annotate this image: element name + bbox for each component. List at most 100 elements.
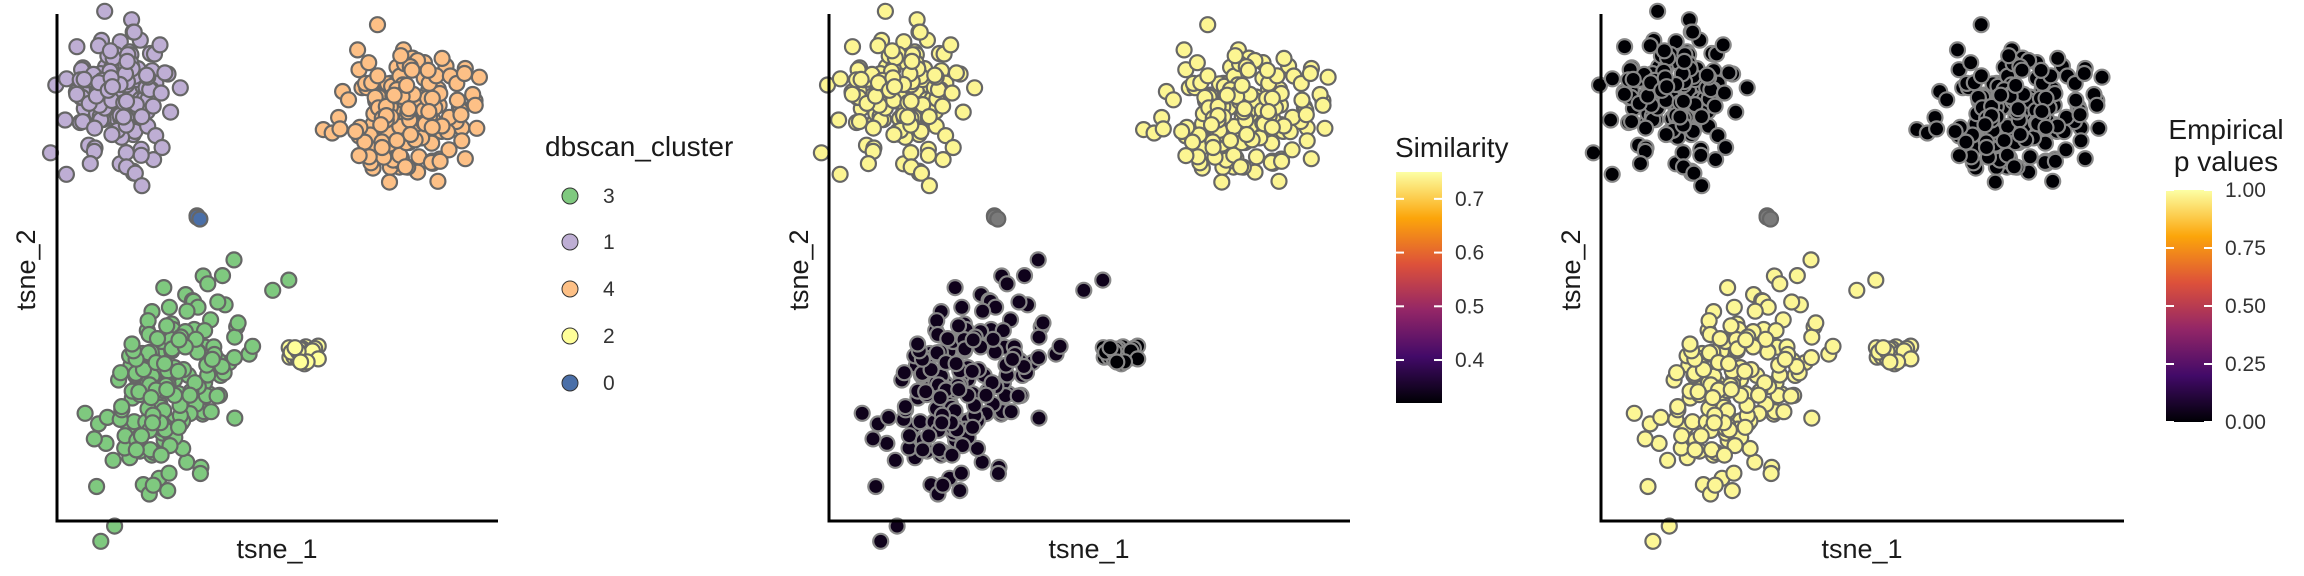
- data-point: [2076, 150, 2094, 168]
- data-point: [170, 418, 188, 436]
- data-point: [2000, 47, 2018, 65]
- data-point: [170, 331, 188, 349]
- data-point: [1692, 146, 1710, 164]
- data-point: [952, 464, 971, 482]
- data-point: [1164, 91, 1183, 109]
- data-point: [1231, 158, 1250, 176]
- data-point: [2088, 96, 2106, 114]
- data-point: [920, 177, 939, 195]
- data-point: [1108, 353, 1126, 371]
- data-point: [963, 362, 981, 380]
- data-point: [1957, 133, 1975, 151]
- data-point: [964, 331, 982, 349]
- data-point: [920, 427, 938, 445]
- data-point: [402, 125, 420, 144]
- data-point: [264, 281, 282, 299]
- data-point: [1173, 122, 1191, 141]
- data-point: [286, 339, 304, 357]
- data-point: [1272, 152, 1291, 170]
- data-point: [127, 441, 145, 459]
- data-point: [1698, 66, 1716, 84]
- data-point: [1218, 86, 1236, 104]
- data-point: [2009, 100, 2027, 118]
- data-point: [1213, 173, 1231, 191]
- data-point: [944, 138, 962, 157]
- data-point: [843, 85, 861, 103]
- data-point: [1938, 91, 1956, 109]
- data-point: [292, 353, 310, 371]
- data-point: [280, 271, 298, 289]
- data-point: [103, 78, 122, 96]
- data-point: [2033, 102, 2051, 121]
- data-point: [1683, 23, 1702, 41]
- data-point: [1601, 111, 1620, 129]
- legend-key: [561, 233, 579, 251]
- data-point: [114, 108, 133, 126]
- data-point: [885, 78, 904, 96]
- data-point: [1705, 414, 1723, 432]
- data-point: [160, 464, 178, 482]
- data-point: [911, 23, 929, 41]
- data-point: [1757, 330, 1775, 348]
- data-point: [900, 427, 919, 445]
- data-point: [76, 404, 94, 422]
- data-point: [153, 138, 171, 157]
- data-point: [1683, 413, 1702, 431]
- data-point: [400, 100, 418, 118]
- data-point: [2011, 125, 2029, 144]
- data-point: [1693, 177, 1711, 195]
- colorbar-ticks: 1.00 0.75 0.50 0.25 0.00: [2166, 179, 2266, 434]
- data-point: [1749, 386, 1768, 404]
- data-point: [104, 451, 122, 469]
- data-point: [132, 427, 151, 445]
- data-point: [1762, 464, 1780, 483]
- data-point: [1726, 437, 1744, 455]
- data-point: [1094, 271, 1112, 289]
- data-point: [156, 355, 174, 373]
- colorbar-title: Similarity: [1395, 132, 1509, 163]
- data-point: [1302, 150, 1320, 168]
- data-point: [859, 155, 878, 173]
- data-point: [117, 92, 136, 110]
- panel-similarity: tsne_1 tsne_2 Similarity 0.7 0.6 0.5 0.4: [784, 2, 1509, 564]
- data-point: [1648, 2, 1667, 20]
- data-point: [2071, 106, 2089, 124]
- data-point: [156, 64, 174, 82]
- data-point: [1715, 84, 1734, 102]
- data-point: [96, 2, 114, 20]
- data-point: [419, 61, 437, 80]
- data-point: [939, 330, 957, 348]
- data-point: [1101, 339, 1119, 357]
- data-point: [1711, 330, 1729, 348]
- data-point: [2032, 61, 2050, 80]
- data-point: [869, 37, 887, 55]
- data-point: [158, 317, 176, 335]
- data-point: [171, 79, 189, 97]
- data-point: [1927, 120, 1946, 138]
- data-point: [1714, 36, 1732, 54]
- data-point: [1736, 362, 1754, 380]
- data-point: [2037, 118, 2055, 137]
- data-point: [75, 70, 93, 89]
- data-point: [1625, 404, 1643, 422]
- data-point: [973, 302, 992, 320]
- data-point: [125, 23, 143, 41]
- data-point: [372, 116, 390, 134]
- data-point: [2021, 148, 2039, 166]
- data-point: [1867, 271, 1885, 289]
- data-point: [1238, 125, 1256, 144]
- data-point: [867, 477, 885, 496]
- data-point: [1615, 38, 1634, 56]
- axis-lines: [827, 14, 1350, 523]
- legend-key: [561, 280, 579, 298]
- colorbar-tick-label: 0.25: [2225, 353, 2266, 376]
- data-point: [339, 91, 358, 109]
- data-point: [1226, 47, 1244, 65]
- data-point: [965, 79, 984, 97]
- data-point: [1962, 54, 1980, 72]
- data-point: [1199, 16, 1217, 34]
- data-point: [1992, 86, 2010, 104]
- data-point: [953, 437, 972, 455]
- data-point: [431, 152, 449, 170]
